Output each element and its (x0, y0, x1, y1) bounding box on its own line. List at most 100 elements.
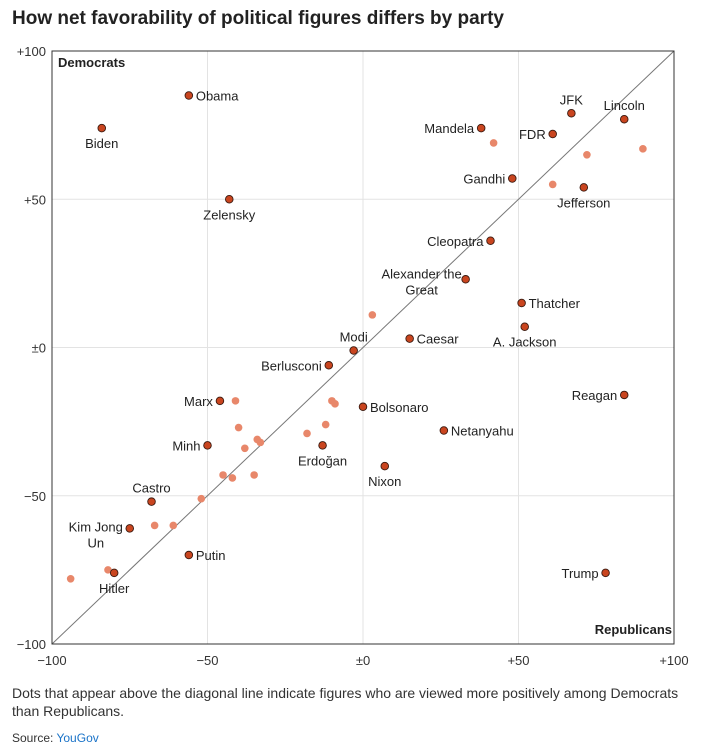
labeled-point: Trump (562, 566, 610, 581)
labeled-point: Berlusconi (261, 358, 334, 373)
data-point (489, 139, 498, 147)
data-point (125, 524, 134, 533)
y-tick-label: ±0 (32, 341, 46, 356)
y-tick-label: −100 (17, 637, 46, 652)
data-point (331, 400, 339, 408)
data-point (567, 109, 576, 118)
point-label: Modi (340, 329, 368, 344)
labeled-point: Castro (132, 481, 171, 506)
data-point (241, 444, 249, 453)
labeled-point: Erdoğan (298, 441, 347, 468)
data-point (231, 397, 240, 405)
data-point (250, 471, 258, 479)
labeled-point: Zelensky (203, 194, 256, 222)
data-point (601, 568, 610, 578)
data-point (368, 311, 377, 319)
point-label: Biden (85, 136, 118, 151)
point-label: Berlusconi (261, 358, 322, 373)
data-point (476, 123, 486, 133)
data-point (619, 114, 629, 124)
data-point (461, 275, 470, 284)
point-label: Putin (196, 548, 226, 563)
labeled-point: Caesar (405, 332, 460, 347)
point-label: Zelensky (203, 207, 256, 222)
data-point (583, 150, 591, 159)
point-label: Caesar (417, 332, 460, 347)
labeled-point: Nixon (368, 461, 401, 489)
data-point (380, 461, 390, 471)
data-point (150, 521, 159, 530)
labeled-point: Putin (184, 548, 226, 563)
data-point (256, 438, 265, 447)
data-point (184, 550, 194, 560)
point-label: Gandhi (463, 171, 505, 186)
point-label: A. Jackson (493, 335, 557, 350)
point-label: Netanyahu (451, 424, 514, 439)
source-link[interactable]: YouGov (56, 731, 99, 745)
data-point (234, 423, 243, 432)
point-label: Reagan (572, 388, 618, 403)
point-label: Jefferson (557, 195, 610, 210)
point-label: Alexander the Great (382, 266, 462, 297)
labeled-point: FDR (519, 127, 557, 142)
data-point (405, 334, 414, 343)
data-point (203, 441, 212, 450)
scatter-chart: −100 −50 ±0 +50 +100 +100 +50 ±0 −50 −100 Democra… (17, 44, 689, 668)
point-label: Erdoğan (298, 453, 347, 468)
data-point (219, 471, 227, 479)
unlabeled-points (66, 139, 647, 583)
tick-labels: −100 −50 ±0 +50 +100 +100 +50 ±0 −50 −100 (17, 44, 689, 668)
point-label: Lincoln (604, 98, 645, 113)
labeled-points: Obama Biden Zelensky JFK Lincoln Mandela FDR Ga… (69, 88, 645, 595)
plot-frame (51, 50, 675, 645)
data-point (104, 566, 112, 574)
data-point (349, 346, 358, 355)
data-point (324, 361, 334, 370)
data-point (215, 396, 225, 406)
labeled-point: Lincoln (604, 98, 645, 124)
point-label: Kim Jong Un (69, 519, 123, 550)
source-label: Source: (12, 731, 54, 745)
point-label: Obama (196, 88, 239, 103)
labeled-point: Biden (85, 123, 118, 151)
point-label: Castro (132, 481, 170, 496)
x-tick-label: +100 (659, 653, 688, 668)
labeled-point: Cleopatra (427, 234, 495, 249)
data-point (197, 494, 206, 503)
data-point (619, 390, 629, 400)
point-label: Marx (184, 394, 213, 409)
data-point (548, 129, 557, 139)
x-axis-label: Republicans (595, 622, 672, 637)
data-point (579, 183, 589, 192)
data-point (548, 180, 557, 189)
labeled-point: A. Jackson (493, 322, 557, 350)
x-tick-label: +50 (507, 653, 529, 668)
x-tick-label: −50 (196, 653, 218, 668)
labeled-point: Marx (184, 394, 225, 409)
diagonal-line (51, 50, 675, 645)
point-label: Hitler (99, 581, 130, 596)
labeled-point: Netanyahu (439, 424, 514, 439)
data-point (169, 521, 178, 530)
labeled-point: Hitler (99, 568, 130, 596)
data-point (184, 91, 194, 100)
y-tick-label: +50 (24, 192, 46, 207)
y-axis-label: Democrats (58, 55, 125, 70)
point-label: JFK (560, 92, 583, 107)
point-label: Cleopatra (427, 234, 484, 249)
labeled-point: Modi (340, 329, 368, 355)
data-point (520, 322, 529, 331)
data-point (517, 298, 526, 308)
data-point (66, 574, 75, 583)
labeled-point: Bolsonaro (358, 400, 429, 415)
labeled-point: Gandhi (463, 171, 517, 186)
point-label: Bolsonaro (370, 400, 429, 415)
labeled-point: Alexander the Great (382, 266, 470, 297)
labeled-point: Obama (184, 88, 239, 103)
point-label: Thatcher (529, 296, 581, 311)
x-tick-label: ±0 (356, 653, 370, 668)
chart-note: Dots that appear above the diagonal line… (12, 685, 679, 719)
labeled-point: Kim Jong Un (69, 519, 134, 550)
data-point (225, 194, 234, 204)
point-label: FDR (519, 127, 546, 142)
